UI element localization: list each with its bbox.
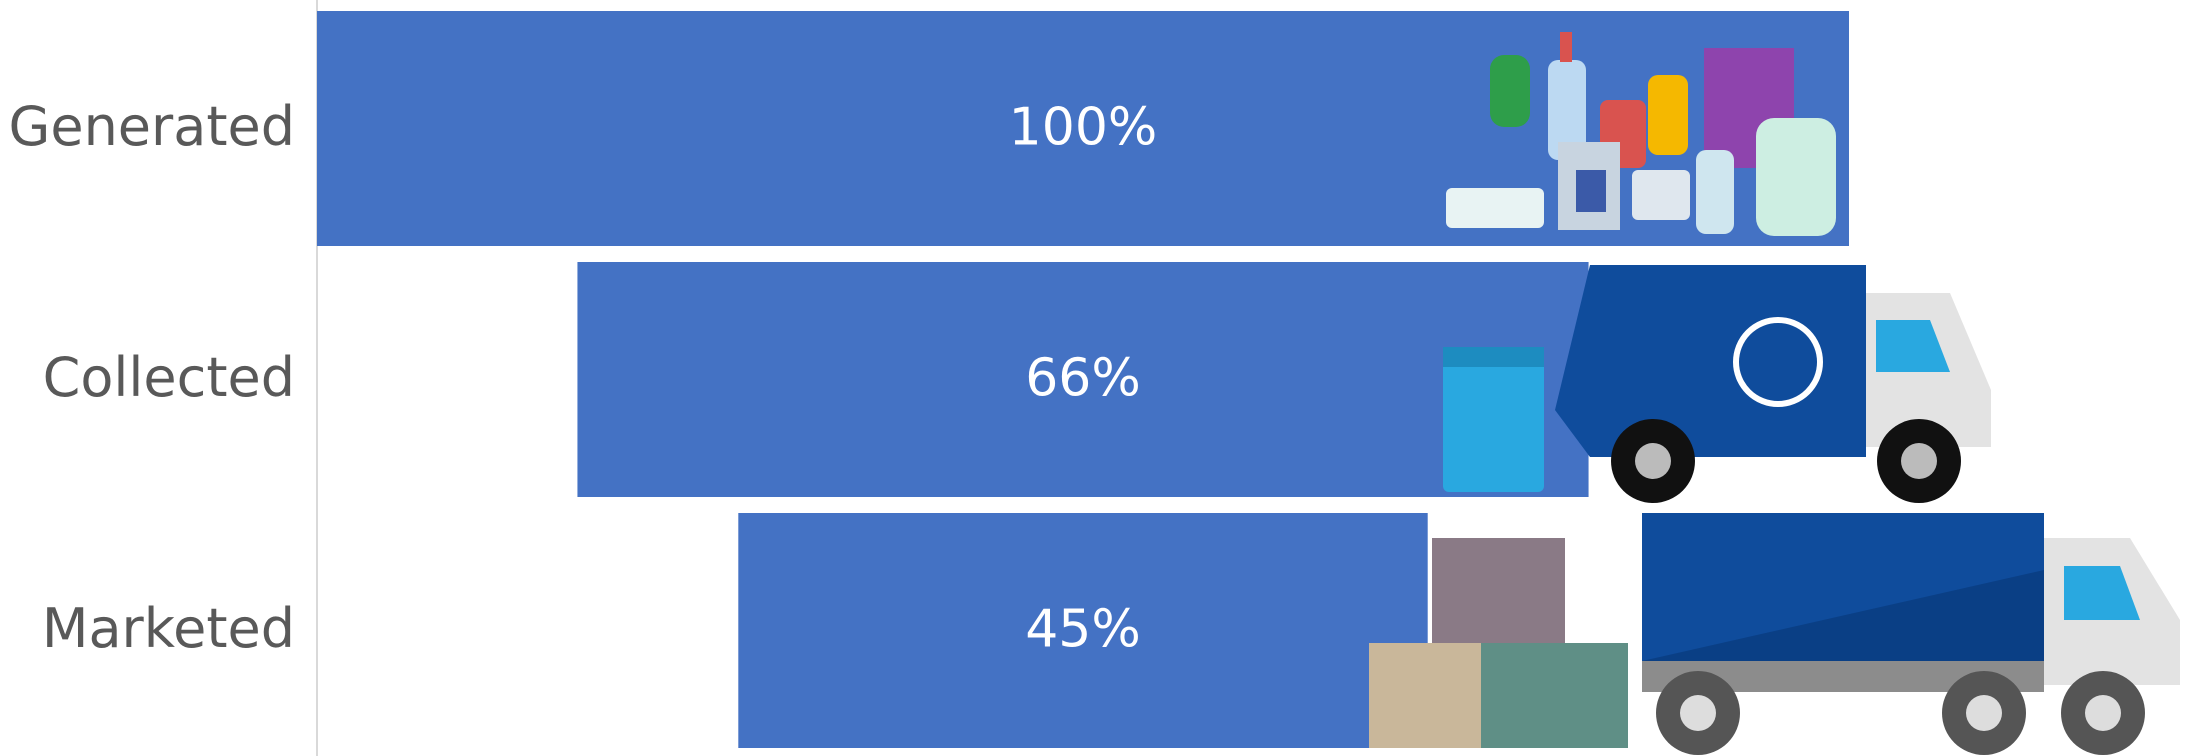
tin xyxy=(1632,170,1690,220)
page: 100%Generated66%Collected45%Marketed (()… xyxy=(0,0,2191,756)
hub xyxy=(1966,695,2002,731)
bale xyxy=(1481,643,1628,748)
value-label: 100% xyxy=(1009,98,1158,158)
value-label: 45% xyxy=(1025,600,1141,660)
bale xyxy=(1432,538,1565,643)
hub xyxy=(1901,443,1937,479)
tray xyxy=(1446,188,1544,228)
hub xyxy=(2085,695,2121,731)
value-label: 66% xyxy=(1025,349,1141,409)
recycling-bin xyxy=(1443,350,1544,492)
can xyxy=(1490,55,1530,127)
chart: 100% Generated 66% Collected 45% Marketed xyxy=(0,0,2191,756)
category-label: Collected xyxy=(43,346,295,409)
hub xyxy=(1680,695,1716,731)
bale xyxy=(1369,643,1481,748)
market-illustration xyxy=(1369,513,2180,755)
pouch xyxy=(1756,118,1836,236)
bottle-cap xyxy=(1560,32,1572,62)
bin-lid xyxy=(1443,347,1544,367)
hub xyxy=(1635,443,1671,479)
category-label: Generated xyxy=(9,95,295,158)
jug xyxy=(1648,75,1688,155)
carton-label xyxy=(1576,170,1606,212)
category-label: Marketed xyxy=(42,597,295,660)
bottle xyxy=(1696,150,1734,234)
